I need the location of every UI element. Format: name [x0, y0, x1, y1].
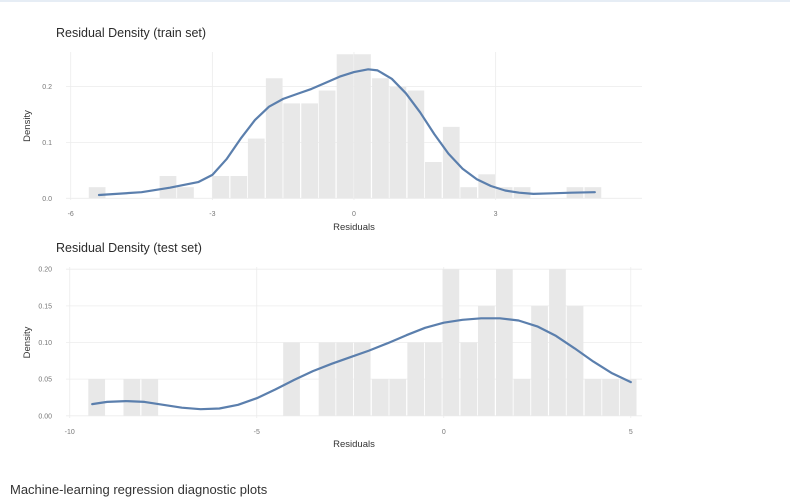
histogram-bar	[371, 379, 389, 416]
histogram-bar	[389, 379, 407, 416]
histogram-bar	[141, 379, 159, 416]
x-axis-label: Residuals	[333, 439, 375, 450]
histogram-bar	[478, 305, 495, 416]
histogram-bar	[354, 54, 371, 199]
histogram-bar	[230, 175, 248, 199]
histogram-bar	[283, 342, 300, 416]
y-tick-label: 0.00	[38, 413, 52, 420]
y-tick-label: 0.10	[38, 340, 52, 347]
histogram-bar	[372, 78, 389, 199]
histogram-bar	[531, 305, 548, 416]
x-tick-label: -3	[209, 211, 215, 218]
x-tick-label: -10	[65, 429, 75, 436]
y-tick-label: 0.20	[38, 267, 52, 274]
x-tick-label: 3	[494, 211, 498, 218]
chart-title: Residual Density (test set)	[56, 241, 202, 255]
histogram-bar	[336, 342, 354, 416]
histogram-bar	[265, 78, 283, 199]
y-tick-label: 0.0	[42, 196, 52, 203]
histogram-bar	[442, 269, 460, 416]
histogram-bar	[549, 269, 566, 416]
chart-title: Residual Density (train set)	[56, 26, 206, 40]
histogram-bar	[513, 379, 531, 416]
density-curve	[91, 317, 632, 411]
histogram-bar	[318, 342, 336, 416]
histogram-bar	[584, 379, 602, 416]
density-curve	[97, 68, 596, 197]
histogram-bar	[478, 174, 496, 199]
histogram-bar	[88, 187, 106, 199]
histogram-bar	[283, 103, 301, 199]
histogram-bar	[177, 187, 194, 199]
histogram-bar	[495, 187, 513, 199]
x-tick-label: 5	[629, 429, 633, 436]
histogram-bar	[442, 126, 460, 199]
diagnostic-charts: 0.0 0.1 0.2 -6 -3 0 3 Residuals Density Residual …	[22, 26, 642, 450]
y-tick-label: 0.05	[38, 377, 52, 384]
histogram-bar	[619, 379, 637, 416]
y-tick-label: 0.15	[38, 303, 52, 310]
histogram-bar	[495, 269, 513, 416]
histogram-bar	[460, 187, 478, 199]
histogram-bar	[407, 90, 425, 199]
chart-test: 0.00 0.05 0.10 0.15 0.20 -10 -5 0 5 Residuals Dens…	[22, 241, 642, 450]
x-tick-label: -6	[68, 211, 74, 218]
histogram-bar	[318, 90, 336, 199]
top-divider	[0, 0, 790, 2]
figure-caption: Machine-learning regression diagnostic p…	[10, 482, 268, 497]
histogram-bar	[301, 103, 318, 199]
histogram-bar	[602, 379, 619, 416]
x-tick-label: 0	[352, 211, 356, 218]
histogram-bar	[407, 342, 425, 416]
histogram-bar	[336, 54, 354, 199]
histogram-bar	[247, 138, 265, 199]
histogram-bar	[88, 379, 106, 416]
y-axis-label: Density	[22, 326, 33, 358]
histogram-bar	[353, 342, 371, 416]
histogram-bar	[123, 379, 141, 416]
histogram-bar	[212, 175, 230, 199]
histogram-bar	[389, 86, 407, 199]
histogram-bar	[424, 342, 442, 416]
histogram-bar	[566, 305, 584, 416]
histogram-bar	[424, 162, 442, 199]
x-axis-label: Residuals	[333, 222, 375, 233]
x-tick-label: 0	[442, 429, 446, 436]
y-axis-label: Density	[22, 110, 33, 142]
y-tick-label: 0.2	[42, 84, 52, 91]
histogram-bar	[460, 342, 478, 416]
chart-train: 0.0 0.1 0.2 -6 -3 0 3 Residuals Density Residual …	[22, 26, 642, 233]
y-tick-label: 0.1	[42, 140, 52, 147]
x-tick-label: -5	[254, 429, 260, 436]
